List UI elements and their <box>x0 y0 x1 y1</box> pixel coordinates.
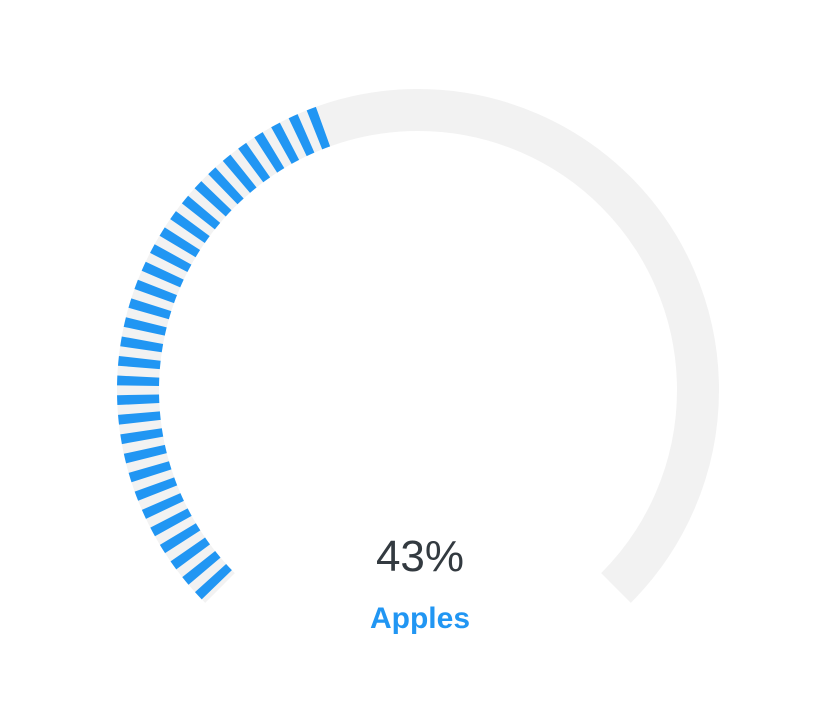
gauge-value: 43% <box>0 532 840 582</box>
gauge-label: Apples <box>0 602 840 636</box>
